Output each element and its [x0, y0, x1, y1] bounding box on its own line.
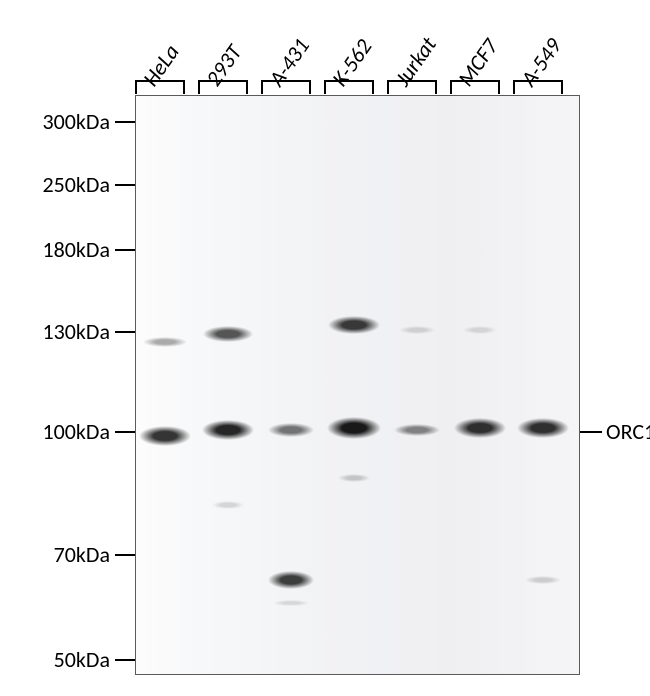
mw-label: 100kDa	[42, 418, 110, 445]
blot-band	[525, 576, 561, 584]
mw-label: 180kDa	[42, 236, 110, 263]
blot-band	[328, 316, 380, 334]
mw-tick	[115, 331, 135, 333]
blot-band	[399, 326, 435, 334]
blot-band	[338, 474, 369, 482]
mw-tick	[115, 184, 135, 186]
mw-tick	[115, 431, 135, 433]
annotation-tick	[580, 431, 602, 433]
mw-tick	[115, 249, 135, 251]
blot-band	[268, 571, 315, 589]
blot-band	[273, 600, 309, 606]
mw-label: 70kDa	[54, 541, 110, 568]
blot-band	[454, 418, 506, 438]
blot-band	[143, 337, 187, 347]
mw-label: 50kDa	[54, 646, 110, 673]
blot-band	[212, 501, 243, 509]
mw-tick	[115, 554, 135, 556]
blot-membrane	[135, 95, 580, 675]
mw-label: 130kDa	[42, 318, 110, 345]
blot-band	[203, 326, 252, 342]
blot-band	[517, 418, 569, 438]
annotation-label: ORC1	[606, 418, 650, 445]
blot-band	[463, 326, 497, 334]
blot-band	[202, 420, 254, 440]
mw-tick	[115, 121, 135, 123]
mw-tick	[115, 659, 135, 661]
blot-band	[268, 423, 315, 437]
blot-band	[327, 417, 382, 439]
mw-label: 300kDa	[42, 108, 110, 135]
blot-band	[394, 424, 441, 436]
blot-band	[139, 426, 191, 446]
mw-label: 250kDa	[42, 171, 110, 198]
